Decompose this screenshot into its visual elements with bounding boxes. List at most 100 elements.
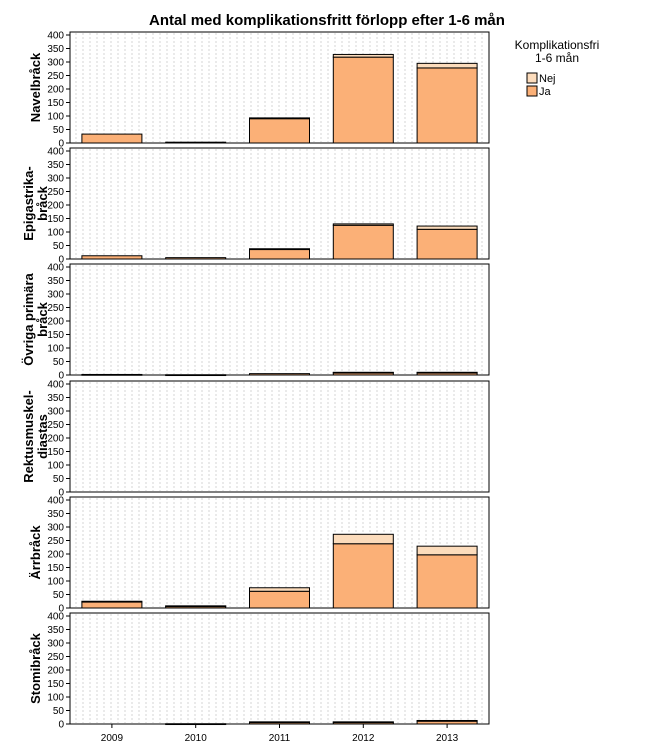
panel-label: Ärrbråck [28,525,43,580]
legend-title-line: 1-6 mån [535,51,579,65]
x-tick-label: 2013 [436,733,459,744]
panel-0: 0 50 100 150 200 250 300 350 400 Navelbråck [28,31,490,150]
bar-ja-2013 [416,67,478,144]
bar-ja-2011 [249,249,310,260]
bar-ja-2013 [416,228,478,260]
panel-label-line: Navelbråck [28,52,43,122]
x-tick-label: 2009 [101,733,124,744]
y-tick-label: 200 [47,434,64,445]
chart-panels: 0 50 100 150 200 250 300 350 400 Navelbråck 0 50 100… [21,31,490,731]
bar-ja-2011 [249,373,310,376]
panel-label-line: bråck [35,301,50,336]
y-tick-label: 300 [47,290,64,301]
y-tick-label: 150 [47,330,64,341]
panel-4: 0 50 100 150 200 250 300 350 400 Ärrbråck [28,496,490,615]
bar-ja-2009 [81,133,143,144]
panel-label-line: Epigastrika- [21,166,36,240]
y-tick-label: 150 [47,679,64,690]
panel-label: Epigastrika-bråck [21,166,50,240]
bar-ja-2011 [249,118,310,144]
y-tick-label: 100 [47,112,64,123]
legend-label-nej: Nej [539,73,556,85]
y-tick-label: 400 [47,496,64,507]
y-tick-label: 200 [47,666,64,677]
bar-nej-2012 [332,53,394,58]
y-tick-label: 0 [58,255,64,266]
y-tick-label: 150 [47,214,64,225]
y-tick-label: 350 [47,160,64,171]
x-tick-label: 2010 [185,733,208,744]
bar-ja-2010 [165,141,227,144]
y-tick-label: 250 [47,303,64,314]
y-tick-label: 100 [47,228,64,239]
panel-bars [81,53,478,144]
y-tick-label: 350 [47,509,64,520]
bar-ja-2010 [165,374,227,377]
bar-ja-2012 [332,543,394,609]
y-tick-label: 0 [58,371,64,382]
y-tick-label: 100 [47,693,64,704]
panel-label: Navelbråck [28,52,43,122]
y-tick-label: 350 [47,44,64,55]
y-tick-label: 200 [47,85,64,96]
y-tick-label: 200 [47,317,64,328]
bar-nej-2012 [332,223,394,226]
bar-nej-2012 [332,721,394,724]
y-tick-label: 400 [47,147,64,158]
y-tick-label: 0 [58,139,64,150]
panel-5: 0 50 100 150 200 250 300 350 400 Stomibråck [28,612,490,731]
bar-ja-2012 [332,56,394,144]
panel-label-line: Rektusmuskel- [21,390,36,482]
bar-nej-2012 [332,533,394,545]
bar-nej-2011 [249,587,310,592]
y-tick-label: 300 [47,639,64,650]
legend-label-ja: Ja [539,86,552,98]
panel-label-line: bråck [35,185,50,220]
bar-nej-2013 [416,545,478,556]
y-tick-label: 300 [47,58,64,69]
y-tick-label: 150 [47,447,64,458]
y-tick-label: 400 [47,263,64,274]
legend-title-line: Komplikationsfri [515,38,600,52]
panel-label-line: Ärrbråck [28,525,43,580]
bar-nej-2010 [165,605,227,608]
y-tick-label: 50 [53,590,65,601]
bar-nej-2011 [249,117,310,120]
bar-ja-2009 [81,255,143,260]
panel-label: Rektusmuskel-diastas [21,390,50,482]
legend-swatch-ja [526,85,538,97]
y-tick-label: 250 [47,420,64,431]
legend-swatch-nej [526,72,538,84]
y-tick-label: 50 [53,474,65,485]
y-tick-label: 50 [53,125,65,136]
y-tick-label: 350 [47,625,64,636]
y-tick-label: 200 [47,550,64,561]
bar-ja-2009 [81,601,143,609]
panel-bars [81,223,478,260]
y-tick-label: 100 [47,577,64,588]
y-tick-label: 300 [47,174,64,185]
y-tick-label: 150 [47,98,64,109]
y-tick-label: 250 [47,652,64,663]
x-tick-label: 2012 [352,733,375,744]
y-tick-label: 350 [47,276,64,287]
panel-3: 050100150200250300350400Rektusmuskel-dia… [21,380,490,499]
y-tick-label: 200 [47,201,64,212]
y-tick-label: 0 [58,488,64,499]
y-tick-label: 50 [53,357,65,368]
y-tick-label: 400 [47,612,64,623]
panel-1: 0 50 100 150 200 250 300 350 400 Epigastrika-bråc… [21,147,490,266]
y-tick-label: 50 [53,241,65,252]
bar-nej-2012 [332,371,394,374]
x-tick-label: 2011 [269,733,291,744]
bar-ja-2013 [416,554,478,609]
y-tick-label: 50 [53,706,65,717]
legend-title: Komplikationsfri 1-6 mån [515,38,600,65]
y-tick-label: 400 [47,380,64,391]
panel-bars [81,533,478,609]
y-tick-label: 250 [47,536,64,547]
y-tick-label: 0 [58,720,64,731]
